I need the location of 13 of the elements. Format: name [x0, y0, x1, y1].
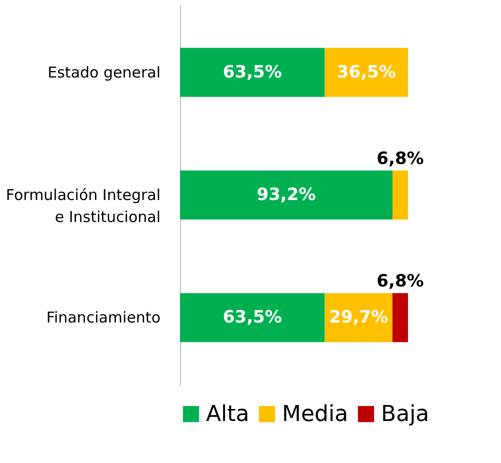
data-label: 93,2% [256, 185, 316, 205]
data-label: 63,5% [222, 62, 282, 82]
y-tick-label: Estado general [48, 63, 160, 82]
y-tick-label: Financiamiento [46, 308, 160, 327]
legend-label: Media [282, 402, 348, 427]
data-label: 36,5% [336, 62, 396, 82]
data-label: 29,7% [329, 308, 388, 328]
legend-label: Alta [206, 402, 250, 427]
legend-label: Baja [381, 402, 430, 427]
y-tick-label: Formulación Integral e Institucional [6, 186, 160, 226]
data-label: 6,8% [376, 149, 424, 169]
data-label: 63,5% [222, 308, 282, 328]
data-label: 6,8% [376, 272, 424, 292]
